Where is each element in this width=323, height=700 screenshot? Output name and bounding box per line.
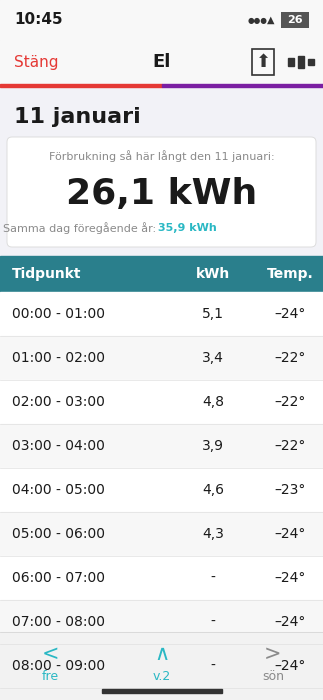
Text: 3,9: 3,9 — [202, 439, 224, 453]
Text: –24°: –24° — [274, 571, 306, 585]
Text: 05:00 - 06:00: 05:00 - 06:00 — [12, 527, 105, 541]
Text: -: - — [211, 659, 215, 673]
Text: sön: sön — [262, 669, 284, 682]
Bar — [0, 512, 323, 556]
Bar — [0, 0, 323, 40]
Text: Förbrukning så här långt den 11 januari:: Förbrukning så här långt den 11 januari: — [49, 150, 274, 162]
Text: kWh: kWh — [196, 267, 230, 281]
Text: 5,1: 5,1 — [202, 307, 224, 321]
Bar — [101, 689, 222, 693]
Text: Tidpunkt: Tidpunkt — [12, 267, 81, 281]
Bar — [308, 59, 314, 65]
Text: 35,9 kWh: 35,9 kWh — [158, 223, 216, 233]
Text: 3,4: 3,4 — [202, 351, 224, 365]
Text: 26,1 kWh: 26,1 kWh — [66, 177, 257, 211]
Text: v.2: v.2 — [152, 669, 171, 682]
Text: 11 januari: 11 januari — [14, 107, 141, 127]
Text: 03:00 - 04:00: 03:00 - 04:00 — [12, 439, 105, 453]
Text: 4,8: 4,8 — [202, 395, 224, 409]
Bar — [0, 632, 323, 700]
Bar — [0, 644, 323, 688]
Text: <: < — [41, 644, 59, 664]
Text: ∧: ∧ — [154, 644, 169, 664]
Text: 00:00 - 01:00: 00:00 - 01:00 — [12, 307, 105, 321]
Bar — [162, 84, 323, 87]
Text: –22°: –22° — [274, 395, 306, 409]
Bar — [0, 336, 323, 380]
Text: –22°: –22° — [274, 439, 306, 453]
Text: 06:00 - 07:00: 06:00 - 07:00 — [12, 571, 105, 585]
Text: 08:00 - 09:00: 08:00 - 09:00 — [12, 659, 105, 673]
FancyBboxPatch shape — [7, 137, 316, 247]
Text: ●●●: ●●● — [248, 15, 268, 24]
Text: –24°: –24° — [274, 307, 306, 321]
Text: 26: 26 — [287, 15, 303, 25]
Text: 4,6: 4,6 — [202, 483, 224, 497]
Bar — [0, 556, 323, 600]
Bar — [0, 256, 323, 292]
Text: ⬆: ⬆ — [255, 53, 271, 71]
Text: –23°: –23° — [274, 483, 306, 497]
Bar — [0, 84, 162, 87]
Bar — [281, 12, 309, 28]
Bar — [0, 600, 323, 644]
Bar — [0, 468, 323, 512]
Text: ▲: ▲ — [267, 15, 275, 25]
Text: Stäng: Stäng — [14, 55, 58, 69]
Text: -: - — [211, 615, 215, 629]
Bar — [0, 380, 323, 424]
Bar — [0, 40, 323, 84]
Text: 10:45: 10:45 — [14, 13, 63, 27]
Text: 02:00 - 03:00: 02:00 - 03:00 — [12, 395, 105, 409]
Text: 4,3: 4,3 — [202, 527, 224, 541]
Bar — [298, 56, 304, 68]
Text: Temp.: Temp. — [266, 267, 313, 281]
Text: 07:00 - 08:00: 07:00 - 08:00 — [12, 615, 105, 629]
Text: –24°: –24° — [274, 659, 306, 673]
Bar — [0, 424, 323, 468]
Text: –24°: –24° — [274, 615, 306, 629]
Text: –22°: –22° — [274, 351, 306, 365]
Text: Samma dag föregående år:: Samma dag föregående år: — [3, 222, 157, 234]
Text: -: - — [211, 571, 215, 585]
Text: fre: fre — [41, 669, 58, 682]
Text: –24°: –24° — [274, 527, 306, 541]
Text: 04:00 - 05:00: 04:00 - 05:00 — [12, 483, 105, 497]
Text: El: El — [152, 53, 171, 71]
Bar — [0, 292, 323, 336]
Bar — [288, 58, 294, 66]
Text: 01:00 - 02:00: 01:00 - 02:00 — [12, 351, 105, 365]
Text: >: > — [264, 644, 282, 664]
